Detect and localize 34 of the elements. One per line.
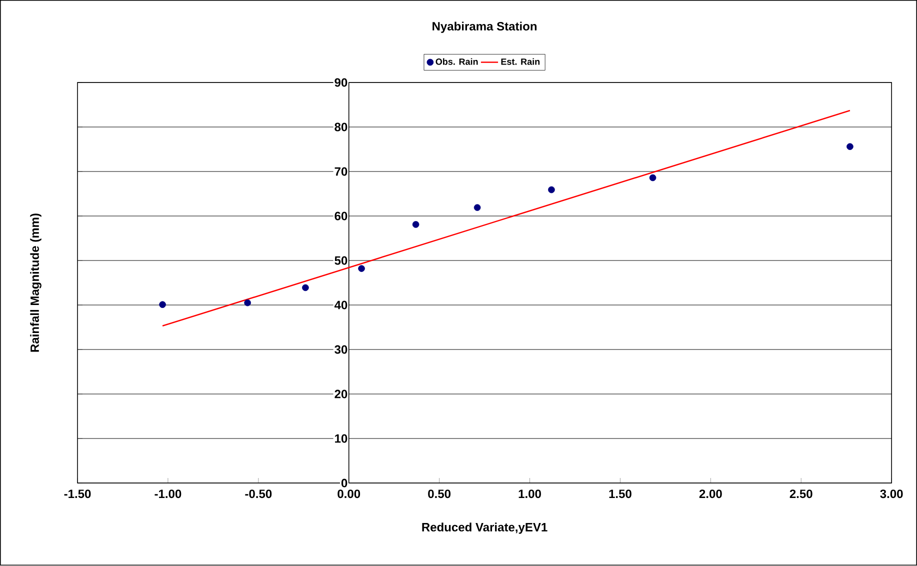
point [474, 204, 481, 212]
y-tick-label: 0 [341, 479, 348, 488]
y-tick-label: 80 [334, 122, 348, 132]
x-tick-label: 2.00 [699, 490, 722, 498]
x-tick-label: 1.00 [518, 490, 541, 498]
y-tick-label: 40 [334, 301, 348, 310]
point [412, 221, 420, 228]
x-tick-label: 1.50 [609, 490, 632, 498]
point [302, 284, 309, 292]
point [846, 143, 854, 150]
y-tick-label: 10 [335, 434, 348, 444]
point [649, 174, 656, 182]
y-axis-title: Rainfall Magnitude (mm) [30, 214, 42, 352]
chart-title: Nyabirama Station [432, 22, 537, 34]
x-tick-label: -1.00 [154, 490, 182, 498]
x-tick-label: -1.50 [64, 490, 91, 498]
point [358, 265, 365, 272]
y-tick-label: 50 [334, 256, 348, 265]
legend-label: Est. Rain [501, 58, 540, 66]
x-tick-label: 3.00 [880, 490, 903, 498]
point [159, 301, 166, 308]
legend-label: Obs. Rain [436, 58, 478, 66]
x-tick-label: 0.00 [338, 490, 360, 498]
x-axis-title: Reduced Variate,yEV1 [422, 522, 548, 534]
y-tick-label: 20 [334, 390, 348, 398]
x-tick-label: 2.50 [790, 490, 812, 498]
y-tick-label: 70 [334, 167, 348, 176]
x-tick-label: -0.50 [245, 490, 272, 498]
x-tick-label: 0.50 [428, 490, 451, 498]
y-tick-label: 60 [334, 212, 348, 220]
point [244, 300, 251, 306]
y-tick-label: 30 [334, 345, 348, 354]
y-tick-label: 90 [334, 78, 348, 87]
point [548, 186, 555, 194]
